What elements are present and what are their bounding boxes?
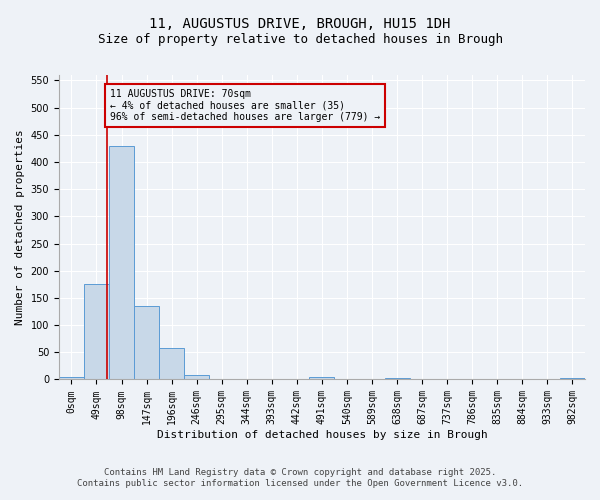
Bar [560, 378, 585, 380]
Bar [84, 284, 109, 380]
X-axis label: Distribution of detached houses by size in Brough: Distribution of detached houses by size … [157, 430, 487, 440]
Bar [159, 348, 184, 380]
Bar [385, 378, 410, 380]
Y-axis label: Number of detached properties: Number of detached properties [15, 130, 25, 325]
Text: Size of property relative to detached houses in Brough: Size of property relative to detached ho… [97, 32, 503, 46]
Text: 11, AUGUSTUS DRIVE, BROUGH, HU15 1DH: 11, AUGUSTUS DRIVE, BROUGH, HU15 1DH [149, 18, 451, 32]
Text: Contains HM Land Registry data © Crown copyright and database right 2025.
Contai: Contains HM Land Registry data © Crown c… [77, 468, 523, 487]
Bar [59, 377, 84, 380]
Bar [310, 377, 334, 380]
Bar [109, 146, 134, 380]
Bar [184, 375, 209, 380]
Text: 11 AUGUSTUS DRIVE: 70sqm
← 4% of detached houses are smaller (35)
96% of semi-de: 11 AUGUSTUS DRIVE: 70sqm ← 4% of detache… [110, 88, 380, 122]
Bar [134, 306, 159, 380]
